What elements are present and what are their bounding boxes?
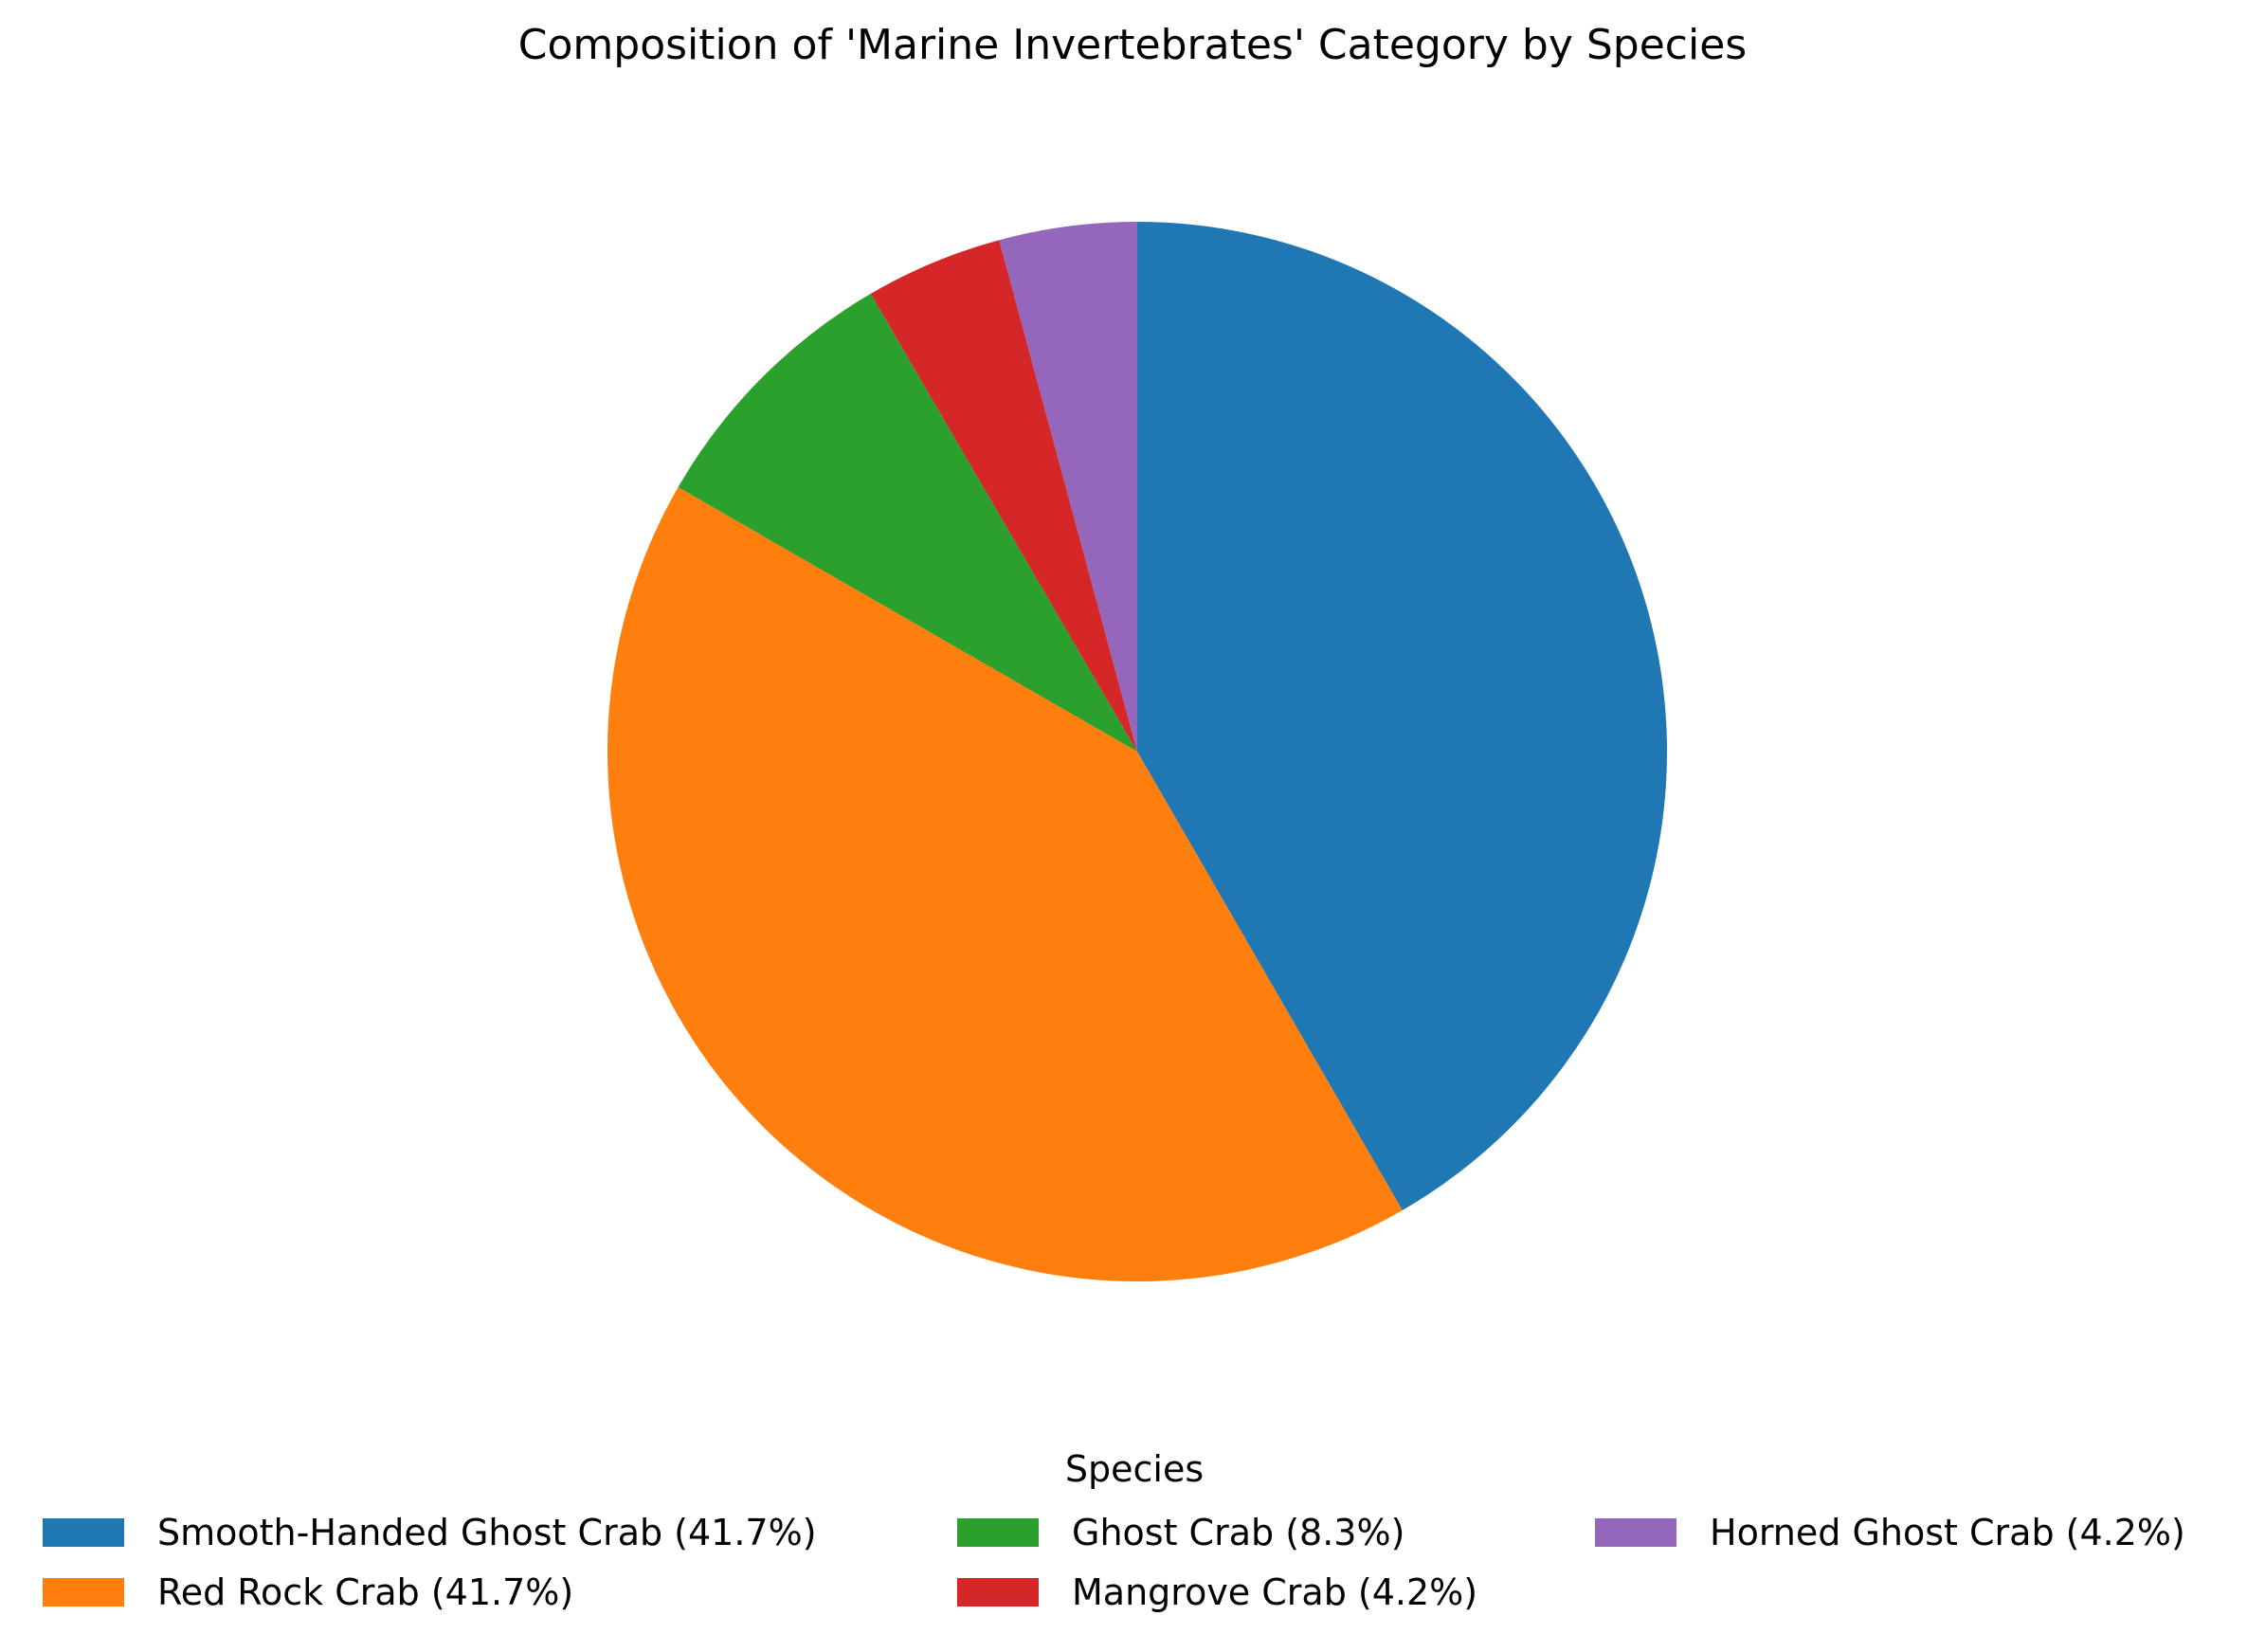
legend-item-horned-ghost-crab: Horned Ghost Crab (4.2%) bbox=[1595, 1509, 2185, 1556]
pie-slice-red-rock-crab bbox=[607, 487, 1403, 1281]
legend-item-ghost-crab: Ghost Crab (8.3%) bbox=[957, 1509, 1404, 1556]
pie-slice-mangrove-crab bbox=[870, 240, 1137, 753]
legend-swatch bbox=[43, 1578, 124, 1607]
chart-title: Composition of 'Marine Invertebrates' Ca… bbox=[517, 21, 1748, 69]
legend-swatch bbox=[957, 1578, 1039, 1607]
legend-label: Ghost Crab (8.3%) bbox=[1072, 1512, 1405, 1553]
legend-label: Smooth-Handed Ghost Crab (41.7%) bbox=[157, 1512, 817, 1553]
pie-slice-horned-ghost-crab bbox=[999, 222, 1137, 752]
legend-title: Species bbox=[1064, 1448, 1205, 1490]
pie-slice-ghost-crab bbox=[678, 293, 1137, 752]
legend-swatch bbox=[957, 1518, 1039, 1547]
legend-label: Mangrove Crab (4.2%) bbox=[1072, 1571, 1478, 1613]
pie-slice-smooth-handed-ghost-crab bbox=[1137, 222, 1667, 1210]
legend-item-red-rock-crab: Red Rock Crab (41.7%) bbox=[43, 1569, 573, 1616]
legend-swatch bbox=[1595, 1518, 1676, 1547]
legend-item-smooth-handed-ghost-crab: Smooth-Handed Ghost Crab (41.7%) bbox=[43, 1509, 817, 1556]
legend-label: Red Rock Crab (41.7%) bbox=[157, 1571, 574, 1613]
legend-swatch bbox=[43, 1518, 124, 1547]
legend-label: Horned Ghost Crab (4.2%) bbox=[1710, 1512, 2185, 1553]
legend-item-mangrove-crab: Mangrove Crab (4.2%) bbox=[957, 1569, 1477, 1616]
